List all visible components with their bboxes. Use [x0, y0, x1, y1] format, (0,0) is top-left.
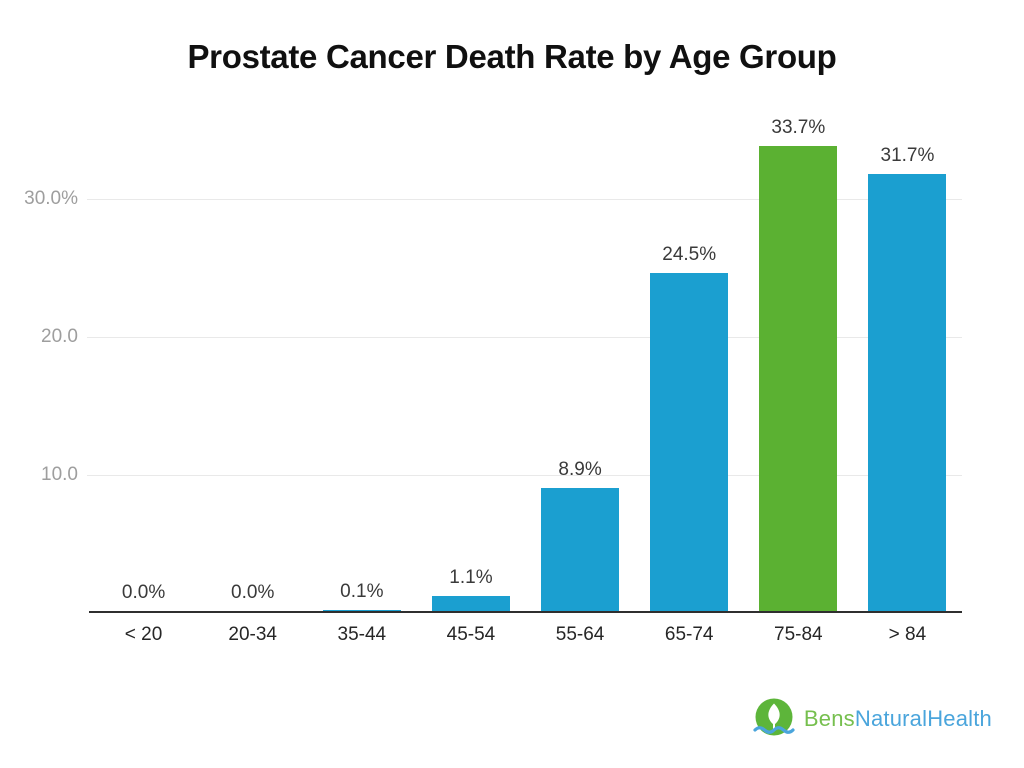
value-label-65-74: 24.5%	[662, 244, 717, 266]
x-tick-label-55-64: 55-64	[555, 624, 605, 645]
x-tick-label-45-54: 45-54	[446, 624, 496, 645]
bar-35-44	[322, 609, 401, 611]
bar-column-20-34: 0.0% 20-34	[198, 140, 307, 645]
value-label-75-84: 33.7%	[771, 117, 826, 139]
bar-65-74	[650, 273, 729, 611]
x-tick-label-<20: < 20	[124, 624, 163, 645]
chart-title: Prostate Cancer Death Rate by Age Group	[187, 38, 837, 75]
bar-column-65-74: 24.5% 65-74	[635, 140, 744, 645]
bar-column->84: 31.7% > 84	[853, 140, 962, 645]
bar-45-54	[431, 595, 510, 611]
plot-area: 0.0% < 20 0.0% 20-34 0.1% 35-44 1.1% 45-54 8.9% 5…	[87, 117, 962, 645]
brand-logo: BensNaturalHealth	[753, 697, 992, 741]
x-tick-label-65-74: 65-74	[664, 624, 714, 645]
value-label-35-44: 0.1%	[340, 580, 384, 602]
y-tick-label-20: 20.0	[41, 326, 78, 348]
value-label-20-34: 0.0%	[231, 582, 275, 603]
leaf-icon	[753, 697, 795, 741]
bar-column-35-44: 0.1% 35-44	[307, 140, 416, 645]
brand-text: BensNaturalHealth	[804, 706, 992, 732]
x-tick-label->84: > 84	[888, 624, 927, 645]
x-tick-label-35-44: 35-44	[337, 624, 387, 645]
gridline-10	[87, 475, 962, 477]
gridline-20	[87, 337, 962, 339]
bar-columns: 0.0% < 20 0.0% 20-34 0.1% 35-44 1.1% 45-54 8.9% 5…	[89, 117, 962, 645]
y-tick-label-30: 30.0%	[24, 188, 78, 210]
value-label->84: 31.7%	[880, 144, 935, 166]
bar-column-<20: 0.0% < 20	[89, 140, 198, 645]
bar-55-64	[541, 488, 620, 611]
bar-column-45-54: 1.1% 45-54	[416, 140, 525, 645]
bar-column-75-84: 33.7% 75-84	[744, 117, 853, 645]
bar-column-55-64: 8.9% 55-64	[526, 140, 635, 645]
brand-text-blue: NaturalHealth	[854, 706, 992, 731]
x-tick-label-20-34: 20-34	[228, 624, 277, 645]
bar->84	[868, 173, 947, 611]
y-tick-label-10: 10.0	[41, 464, 78, 486]
gridline-30	[87, 199, 962, 201]
bar-75-84	[759, 146, 838, 611]
y-axis-labels: 10.0 20.0 30.0%	[0, 140, 78, 613]
value-label-<20: 0.0%	[121, 582, 166, 603]
value-label-45-54: 1.1%	[449, 566, 493, 588]
x-tick-label-75-84: 75-84	[774, 624, 823, 645]
value-label-55-64: 8.9%	[558, 459, 602, 481]
brand-text-green: Bens	[803, 706, 855, 731]
